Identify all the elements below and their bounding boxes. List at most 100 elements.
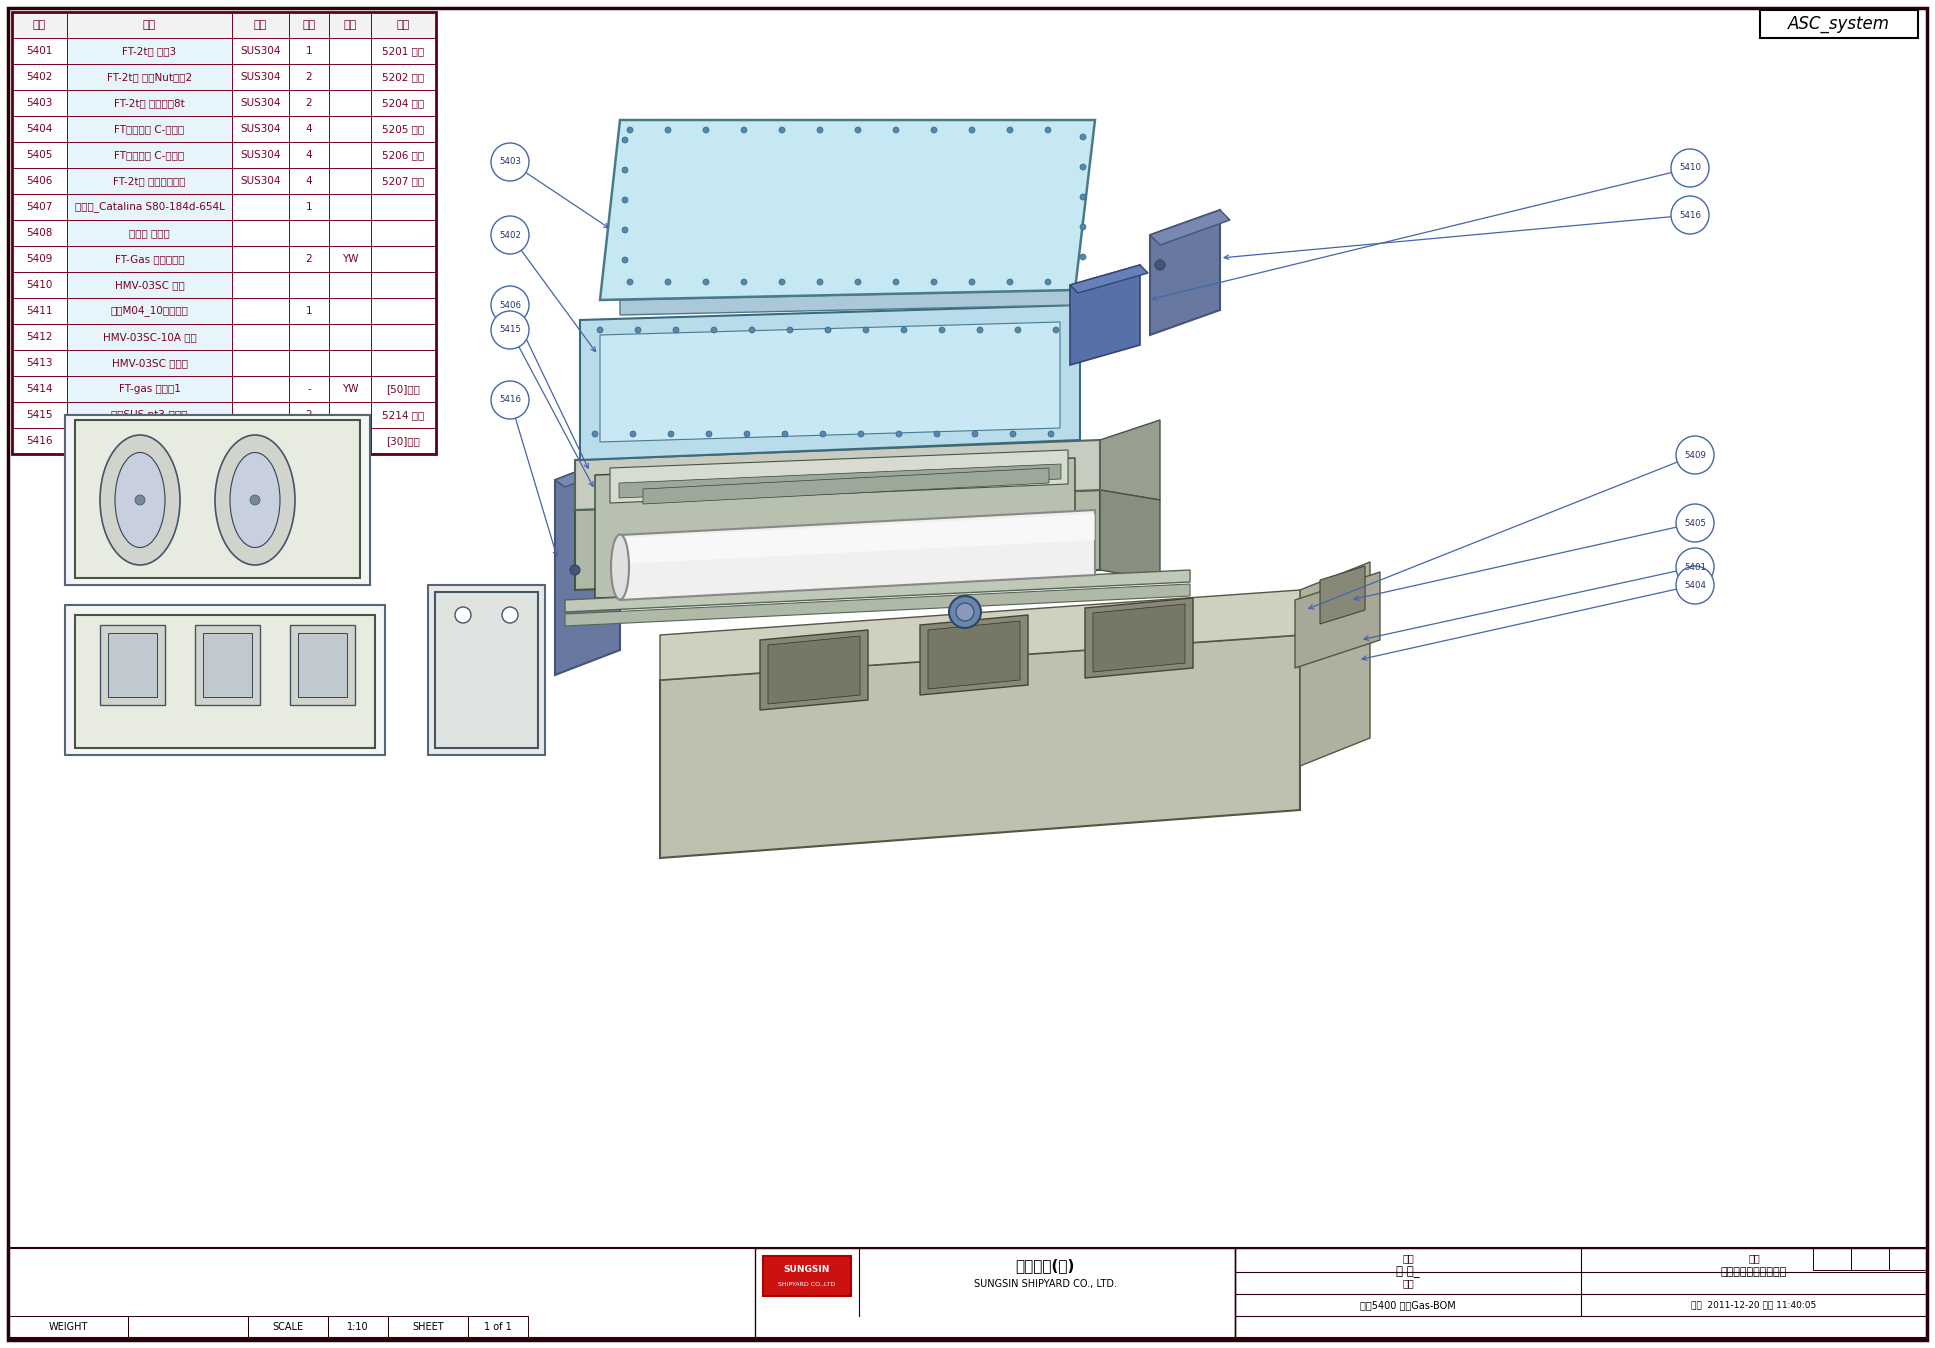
Bar bbox=[288, 90, 329, 116]
Text: ASC_system: ASC_system bbox=[1788, 15, 1890, 32]
Text: 2: 2 bbox=[306, 98, 312, 108]
Circle shape bbox=[250, 495, 259, 506]
Circle shape bbox=[1010, 431, 1016, 437]
Bar bbox=[68, 90, 232, 116]
Text: 파일: 파일 bbox=[1403, 1278, 1414, 1287]
Bar bbox=[372, 350, 435, 376]
Bar bbox=[66, 605, 385, 755]
Bar bbox=[68, 350, 232, 376]
Circle shape bbox=[741, 127, 747, 133]
Circle shape bbox=[1053, 328, 1058, 333]
Bar bbox=[232, 272, 288, 298]
Polygon shape bbox=[619, 464, 1060, 497]
Bar bbox=[372, 272, 435, 298]
Bar bbox=[372, 90, 435, 116]
Polygon shape bbox=[619, 290, 1076, 315]
Circle shape bbox=[1045, 279, 1051, 284]
Bar bbox=[329, 1316, 389, 1339]
Circle shape bbox=[598, 328, 604, 333]
Text: HMV-03SC 절곡판: HMV-03SC 절곡판 bbox=[112, 359, 188, 368]
Circle shape bbox=[571, 565, 580, 576]
Bar bbox=[288, 376, 329, 402]
Text: FT참바고정 C-볼트홀: FT참바고정 C-볼트홀 bbox=[114, 124, 184, 133]
Text: 도번: 도번 bbox=[1403, 1254, 1414, 1263]
Text: 5416: 5416 bbox=[1680, 210, 1701, 220]
Polygon shape bbox=[760, 630, 869, 710]
Bar bbox=[288, 245, 329, 272]
Bar bbox=[68, 142, 232, 168]
Text: 5401: 5401 bbox=[27, 46, 52, 57]
Bar bbox=[232, 376, 288, 402]
Bar bbox=[232, 116, 288, 142]
Text: 2: 2 bbox=[306, 253, 312, 264]
Bar bbox=[12, 38, 68, 63]
Circle shape bbox=[817, 279, 822, 284]
Bar bbox=[329, 38, 372, 63]
Bar bbox=[68, 298, 232, 324]
Bar bbox=[68, 220, 232, 245]
Bar bbox=[372, 245, 435, 272]
Text: 5202 동일: 5202 동일 bbox=[383, 71, 424, 82]
Text: 5409: 5409 bbox=[1683, 450, 1707, 460]
Bar bbox=[329, 402, 372, 429]
Text: FT-2t각 카바Nut통판2: FT-2t각 카바Nut통판2 bbox=[106, 71, 192, 82]
Bar bbox=[232, 402, 288, 429]
Circle shape bbox=[857, 431, 865, 437]
Bar bbox=[1235, 1248, 1927, 1339]
Circle shape bbox=[1006, 127, 1014, 133]
Bar bbox=[12, 90, 68, 116]
Bar bbox=[288, 429, 329, 454]
Text: 1: 1 bbox=[306, 306, 312, 315]
Text: 5404: 5404 bbox=[1683, 581, 1707, 589]
Circle shape bbox=[788, 328, 793, 333]
Text: SHIPYARD CO.,LTD: SHIPYARD CO.,LTD bbox=[778, 1282, 836, 1286]
Bar bbox=[288, 402, 329, 429]
Circle shape bbox=[902, 328, 908, 333]
Polygon shape bbox=[108, 634, 157, 697]
Bar bbox=[232, 63, 288, 90]
Text: SUS304: SUS304 bbox=[240, 177, 281, 186]
Polygon shape bbox=[575, 439, 1099, 510]
Circle shape bbox=[1045, 127, 1051, 133]
Text: 2: 2 bbox=[306, 410, 312, 421]
Bar bbox=[329, 350, 372, 376]
Polygon shape bbox=[565, 570, 1190, 612]
Circle shape bbox=[1676, 504, 1714, 542]
Circle shape bbox=[621, 197, 629, 204]
Bar bbox=[12, 220, 68, 245]
Bar bbox=[68, 12, 232, 38]
Circle shape bbox=[1049, 431, 1055, 437]
Bar bbox=[389, 1316, 468, 1339]
Text: 제작: 제작 bbox=[342, 20, 356, 30]
Text: 5416: 5416 bbox=[499, 395, 521, 404]
Circle shape bbox=[666, 127, 671, 133]
Text: SCALE: SCALE bbox=[273, 1322, 304, 1332]
Text: 1: 1 bbox=[306, 202, 312, 212]
Text: -: - bbox=[308, 384, 312, 394]
Circle shape bbox=[969, 127, 975, 133]
Circle shape bbox=[673, 328, 679, 333]
Ellipse shape bbox=[611, 535, 629, 600]
Polygon shape bbox=[1099, 491, 1159, 580]
Polygon shape bbox=[66, 415, 370, 585]
Polygon shape bbox=[1149, 210, 1231, 245]
Bar bbox=[68, 38, 232, 63]
Polygon shape bbox=[929, 621, 1020, 689]
Polygon shape bbox=[75, 421, 360, 578]
Bar bbox=[68, 142, 232, 168]
Text: 5214 동일: 5214 동일 bbox=[383, 410, 424, 421]
Bar bbox=[232, 220, 288, 245]
Bar bbox=[12, 12, 68, 38]
Text: 1 of 1: 1 of 1 bbox=[484, 1322, 513, 1332]
Bar bbox=[232, 429, 288, 454]
Polygon shape bbox=[101, 625, 164, 705]
Circle shape bbox=[969, 279, 975, 284]
Bar bbox=[12, 63, 68, 90]
Circle shape bbox=[1080, 253, 1086, 260]
Polygon shape bbox=[594, 458, 1076, 599]
Ellipse shape bbox=[215, 435, 294, 565]
Text: SHEET: SHEET bbox=[412, 1322, 443, 1332]
Text: 4: 4 bbox=[306, 177, 312, 186]
Bar bbox=[248, 1316, 329, 1339]
Circle shape bbox=[741, 279, 747, 284]
